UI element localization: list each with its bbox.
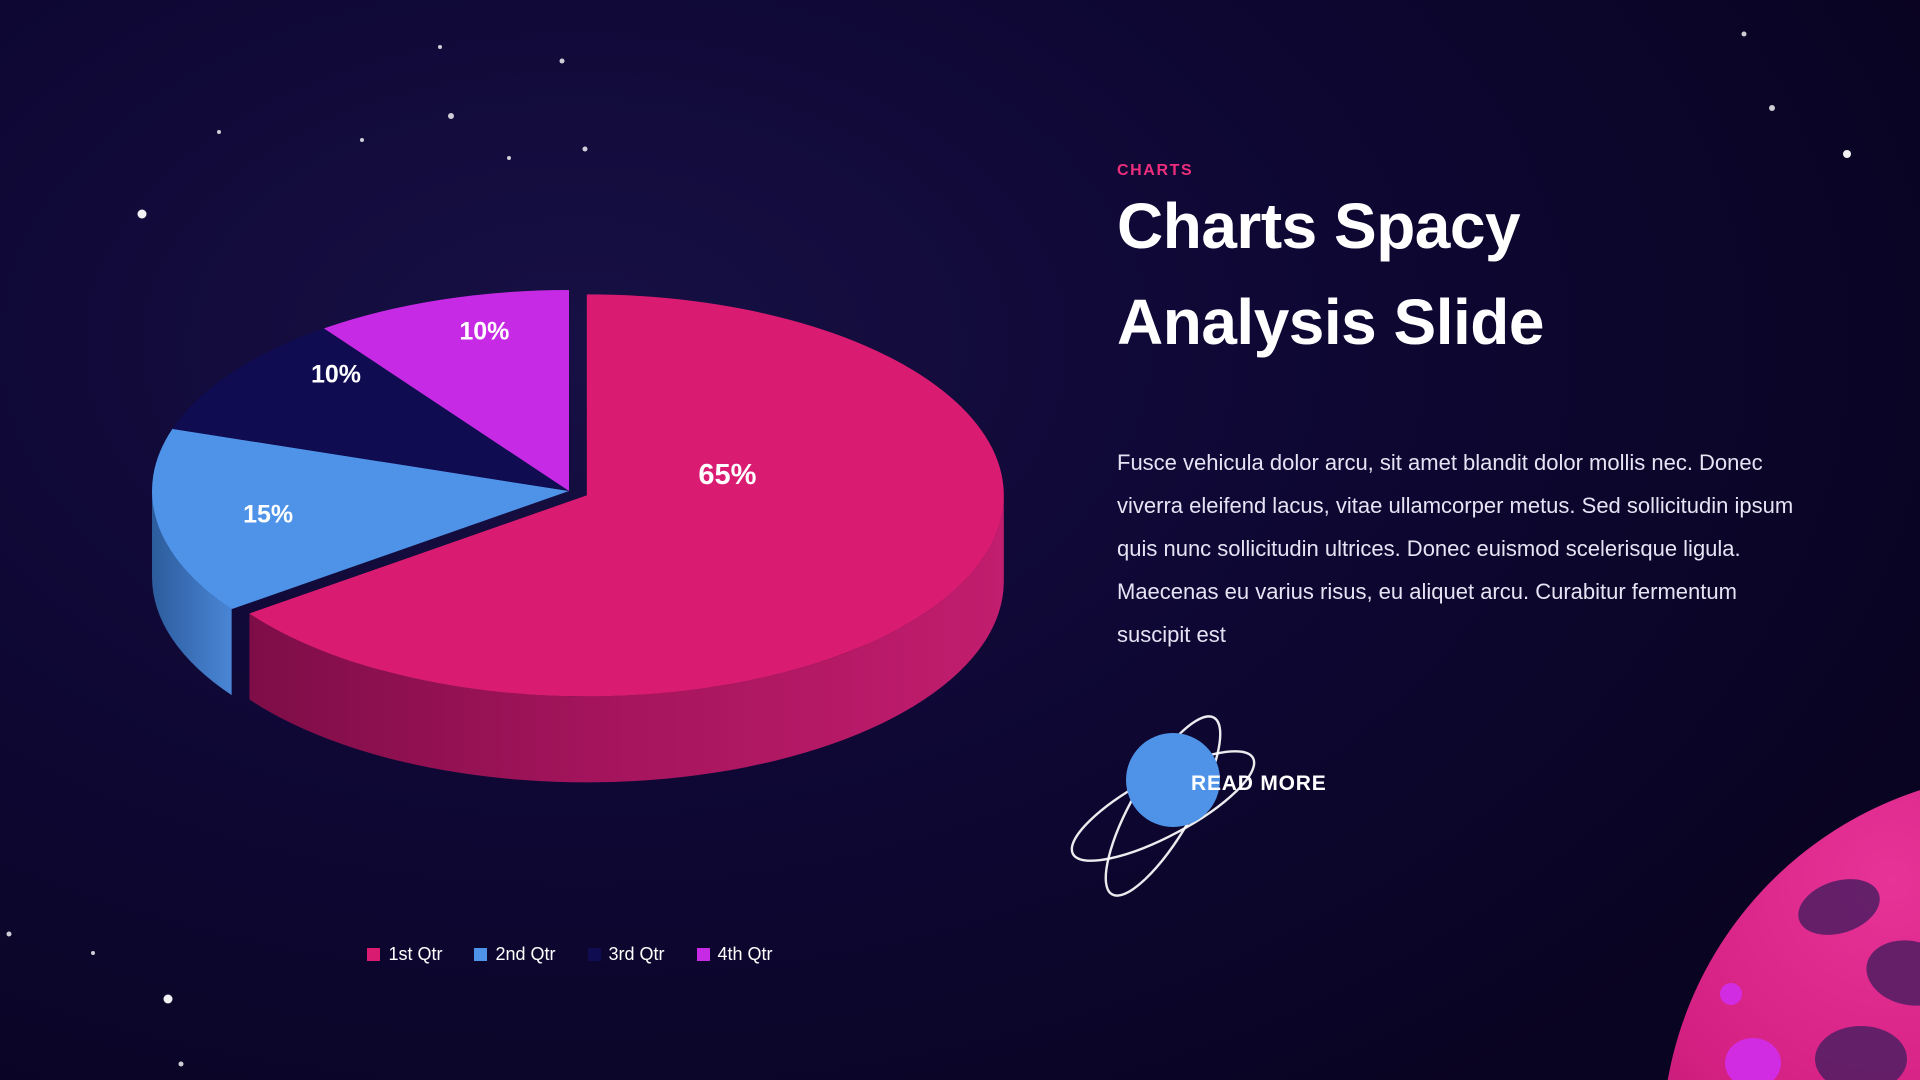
legend-item: 1st Qtr [367,944,442,965]
pie-slice [172,328,570,491]
planet-spot [1720,983,1742,1005]
pie-slice-side [249,495,1004,783]
star [1843,150,1851,158]
legend-label: 4th Qtr [717,944,773,964]
star [217,130,221,134]
planet-crater [1866,940,1920,1006]
star [1741,31,1747,37]
star [507,156,511,160]
body-paragraph: Fusce vehicula dolor arcu, sit amet blan… [1117,450,1794,647]
star [448,113,454,119]
planet-spot [1725,1038,1781,1080]
star [360,138,364,142]
star [163,994,173,1004]
star [178,1061,184,1067]
pie-slice [323,290,569,491]
legend-swatch-icon [696,948,710,961]
star [438,45,442,49]
section-eyebrow: CHARTS [1117,162,1194,179]
pie-chart-3d: 65% 15% 10% 10% [152,290,1004,783]
orbit-planet-icon [1070,715,1256,897]
legend-label: 3rd Qtr [608,944,665,964]
star [137,209,147,219]
planet-crater [1815,1026,1907,1080]
pink-planet-decoration [1667,790,1920,1080]
legend-swatch-icon [587,948,601,961]
pie-slice-label: 10% [459,318,509,346]
star [582,146,588,152]
blue-planet-icon [1126,733,1220,827]
legend-label: 2nd Qtr [495,944,556,964]
star [559,58,565,64]
star [1769,105,1775,111]
legend-item: 2nd Qtr [474,944,556,965]
pie-slice-side [152,491,232,696]
star [91,951,95,955]
read-more-cta[interactable]: READ MORE [1060,690,1370,920]
legend-label: 1st Qtr [388,944,443,964]
pie-slice [152,428,569,610]
planet-crater [1798,879,1880,935]
pie-slice-label: 10% [311,360,361,388]
legend-swatch-icon [474,948,488,961]
pie-slice-label: 65% [698,459,756,491]
slide-title: Charts Spacy Analysis Slide [1117,190,1544,358]
pie-slice-label: 15% [243,501,293,529]
read-more-label: READ MORE [1191,772,1327,795]
chart-legend: 1st Qtr 2nd Qtr 3rd Qtr 4th Qtr [40,944,1100,965]
pie-slice [249,294,1004,697]
star [6,931,12,937]
legend-swatch-icon [367,948,381,961]
planet-body [1667,790,1920,1080]
legend-item: 3rd Qtr [587,944,665,965]
legend-item: 4th Qtr [696,944,773,965]
